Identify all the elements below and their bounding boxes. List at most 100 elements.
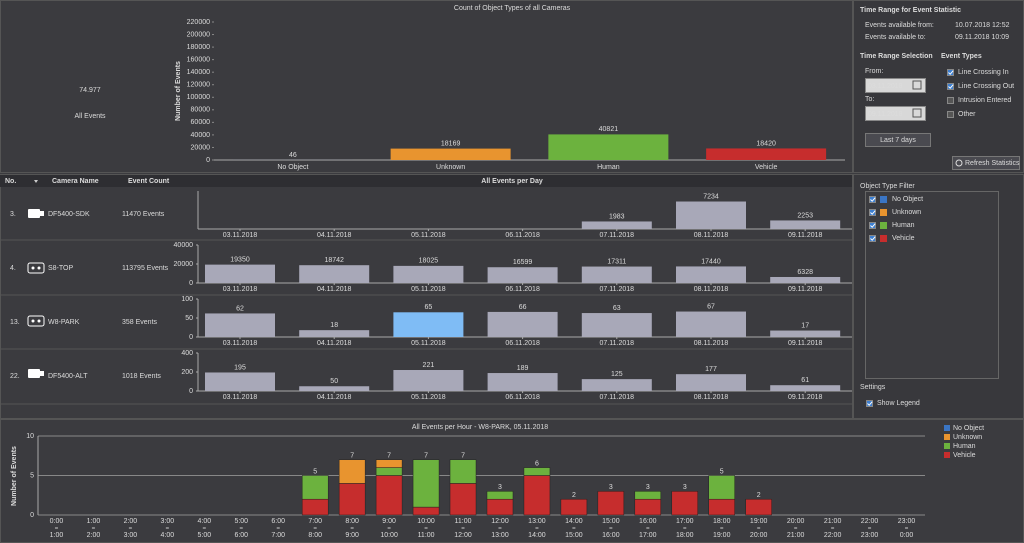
y-tick-label: 160000: [187, 56, 210, 63]
bar-segment: [523, 467, 551, 476]
bar-segment: [634, 498, 662, 516]
total-label: 2: [572, 492, 576, 499]
checkbox[interactable]: [947, 97, 954, 104]
checkbox[interactable]: [869, 235, 876, 242]
day-bar[interactable]: [581, 379, 652, 391]
checkbox[interactable]: [869, 196, 876, 203]
day-bar[interactable]: [299, 265, 370, 283]
last-7-days-button[interactable]: [865, 133, 931, 147]
calendar-icon[interactable]: [912, 108, 922, 118]
day-bar[interactable]: [487, 311, 558, 337]
value-label: 66: [519, 304, 527, 311]
checkbox[interactable]: [947, 83, 954, 90]
day-bar[interactable]: [770, 220, 841, 229]
date-label: 08.11.2018: [694, 340, 729, 347]
value-label: 16599: [513, 259, 533, 266]
checkbox[interactable]: [866, 400, 873, 407]
day-bar[interactable]: [487, 267, 558, 283]
bar-segment: [412, 506, 440, 516]
chart-title: All Events per Hour - W8-PARK, 05.11.201…: [412, 424, 548, 431]
total-label: 7: [350, 453, 354, 460]
bar-segment: [301, 498, 329, 516]
y-tick-label: 100: [181, 296, 193, 303]
legend-swatch: [944, 434, 950, 440]
x-tick-label: 18:00: [713, 518, 731, 525]
check-mark: [870, 236, 876, 241]
day-bar[interactable]: [205, 313, 275, 337]
y-tick-label: 40000: [174, 242, 194, 249]
x-tick-label: 11:00: [455, 518, 472, 525]
legend-swatch: [944, 425, 950, 431]
table-panel: [0, 174, 853, 419]
day-bar[interactable]: [676, 374, 746, 391]
value-label: 40821: [599, 126, 619, 133]
day-bar[interactable]: [299, 386, 370, 391]
x-tick-label: No Object: [277, 164, 308, 171]
x-tick-label: 12:00: [491, 518, 509, 525]
y-tick-label: 10: [26, 433, 34, 440]
to-input[interactable]: [865, 106, 926, 121]
refresh-button[interactable]: [952, 156, 1020, 170]
total-label: 3: [683, 484, 687, 491]
camera-icon: [28, 369, 44, 378]
bar-segment: [597, 491, 625, 516]
day-bar[interactable]: [676, 201, 746, 229]
event-count: 113795 Events: [122, 265, 169, 272]
checkbox[interactable]: [947, 69, 954, 76]
value-label: 65: [425, 304, 433, 311]
date-label: 04.11.2018: [317, 286, 352, 293]
x-tick-label: 13:00: [491, 532, 509, 539]
x-tick-label: 4:00: [161, 532, 175, 539]
calendar-icon[interactable]: [912, 80, 922, 90]
column-header: Camera Name: [52, 178, 99, 185]
x-tick-label: 10:00: [417, 518, 435, 525]
day-bar[interactable]: [581, 266, 652, 283]
y-tick-label: 0: [189, 388, 193, 395]
row-number: 22.: [10, 373, 20, 380]
checkbox[interactable]: [947, 111, 954, 118]
bar: [390, 148, 511, 160]
y-tick-label: 40000: [191, 132, 211, 139]
checkbox[interactable]: [869, 222, 876, 229]
day-bar[interactable]: [393, 265, 464, 283]
x-tick-label: 6:00: [271, 518, 285, 525]
camera-icon: [27, 262, 45, 274]
date-label: 07.11.2018: [600, 232, 635, 239]
filter-label: Vehicle: [892, 235, 915, 242]
x-tick-label: 2:00: [124, 518, 138, 525]
date-label: 03.11.2018: [223, 340, 258, 347]
table-header: [0, 175, 852, 187]
event-count: 11470 Events: [122, 211, 165, 218]
day-bar[interactable]: [770, 385, 841, 391]
total-label: All Events: [74, 113, 106, 120]
date-label: 06.11.2018: [505, 286, 540, 293]
legend-label: Human: [953, 443, 976, 450]
date-label: 06.11.2018: [505, 232, 540, 239]
value-label: 50: [330, 378, 338, 385]
panel-title: Time Range for Event Statistic: [860, 7, 961, 14]
sort-arrow[interactable]: [34, 180, 38, 183]
day-bar[interactable]: [581, 221, 652, 229]
day-bar[interactable]: [205, 372, 275, 391]
day-bar[interactable]: [393, 370, 464, 391]
day-bar[interactable]: [770, 276, 841, 283]
value-label: 62: [236, 305, 244, 312]
camera-name: DF5400-SDK: [48, 211, 90, 218]
checkbox[interactable]: [869, 209, 876, 216]
day-bar[interactable]: [676, 266, 746, 283]
filter-label: Unknown: [892, 209, 921, 216]
x-tick-label: 2:00: [87, 532, 101, 539]
day-bar[interactable]: [676, 311, 746, 337]
summary-panel: [0, 0, 853, 173]
day-bar[interactable]: [299, 330, 370, 337]
y-tick-label: 0: [206, 157, 210, 164]
color-swatch: [880, 196, 887, 203]
day-bar[interactable]: [393, 312, 464, 337]
day-bar[interactable]: [487, 373, 558, 391]
day-bar[interactable]: [581, 313, 652, 337]
from-input[interactable]: [865, 78, 926, 93]
x-tick-label: 22:00: [861, 518, 879, 525]
day-bar[interactable]: [770, 330, 841, 337]
x-tick-label: 3:00: [124, 532, 138, 539]
day-bar[interactable]: [205, 264, 275, 283]
